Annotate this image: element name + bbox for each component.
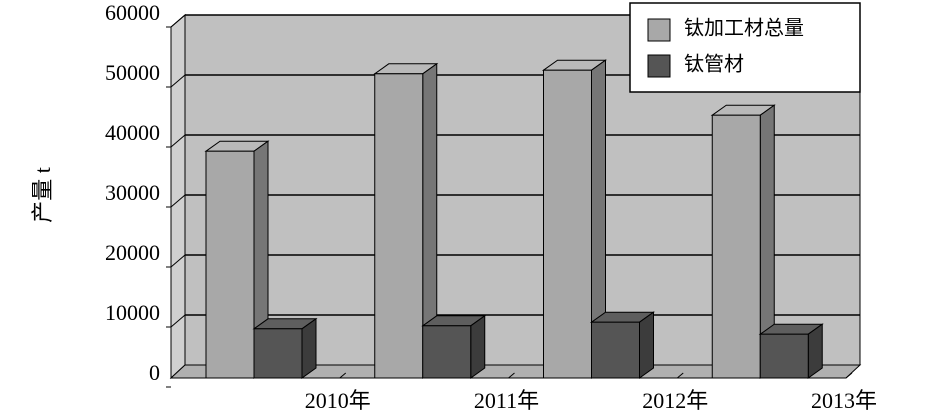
x-tick-label: 2012年: [642, 388, 708, 413]
legend-box: [629, 2, 861, 93]
y-axis-label: 产量 t: [30, 167, 55, 223]
y-tick-label: 20000: [105, 240, 160, 265]
bar-front: [422, 325, 472, 379]
x-tick-label: 2011年: [474, 388, 539, 413]
bar: [710, 104, 776, 379]
bar-front: [374, 73, 424, 379]
legend-swatch: [647, 54, 671, 78]
bar-front: [253, 328, 303, 379]
y-tick-label: 10000: [105, 300, 160, 325]
bar: [589, 311, 656, 379]
bar-side: [301, 317, 317, 379]
y-tick-label: 60000: [105, 0, 160, 25]
bar-side: [639, 311, 654, 379]
grid-line-side: [170, 254, 186, 268]
bar: [252, 317, 318, 379]
x-tick: [339, 372, 347, 379]
bar: [373, 62, 439, 379]
grid-line-side: [170, 74, 186, 88]
x-tick-label: 2013年: [811, 388, 877, 413]
legend-label: 钛加工材总量: [684, 17, 804, 40]
grid-line-side: [170, 134, 186, 148]
bar-front: [759, 333, 809, 379]
grid-line-side: [170, 194, 186, 208]
x-tick: [508, 372, 515, 379]
y-tick-label: 30000: [105, 180, 160, 205]
bar-front: [205, 150, 255, 379]
bar: [421, 314, 487, 379]
bar: [758, 323, 824, 379]
grid-line-side: [170, 14, 186, 28]
x-tick-label: 2010年: [305, 388, 371, 413]
bar-side: [807, 323, 823, 379]
y-tick-label: 40000: [105, 120, 160, 145]
bar: [541, 59, 608, 379]
bar-side: [470, 314, 486, 379]
x-tick: [845, 372, 853, 379]
legend-swatch: [647, 18, 671, 42]
bar: [204, 140, 270, 379]
y-tick-label: 50000: [105, 60, 160, 85]
x-tick: [676, 372, 684, 379]
grid-line-side: [170, 314, 186, 328]
bar-front: [711, 114, 761, 379]
legend-label: 钛管材: [684, 53, 744, 76]
y-tick-label: 0: [149, 360, 160, 385]
bar-front: [591, 321, 640, 379]
bar-front: [543, 69, 592, 379]
